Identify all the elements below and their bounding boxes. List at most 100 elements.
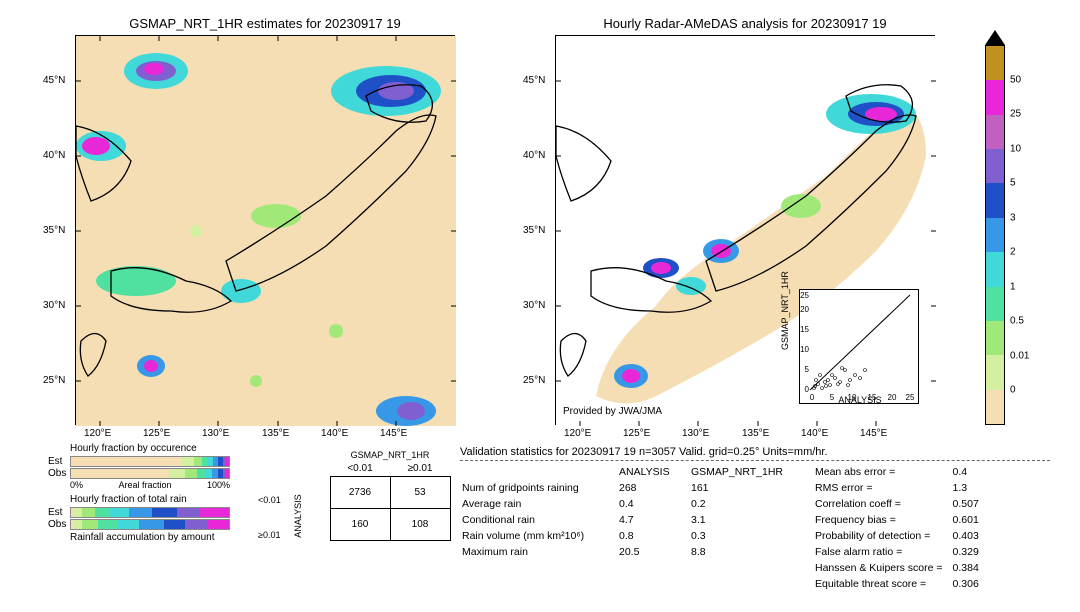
colorbar-tick: 0.5: [1010, 316, 1024, 327]
xtick: 130°E: [682, 428, 709, 439]
colorbar-tick: 0.01: [1010, 350, 1029, 361]
fraction-segment: [74, 520, 82, 529]
est-label: Est: [48, 456, 62, 467]
fraction-tot-est-bar: [70, 507, 230, 518]
fraction-segment: [98, 520, 117, 529]
colorbar-segment: [986, 321, 1004, 355]
metric-row: Frequency bias =0.601: [815, 513, 987, 527]
colorbar-segment: [986, 218, 1004, 252]
contingency-row-header: ANALYSIS: [293, 486, 303, 546]
contingency-col-header: GSMAP_NRT_1HR: [330, 448, 450, 462]
ytick: 35°N: [43, 225, 65, 236]
ytick: 30°N: [523, 300, 545, 311]
metric-row: False alarm ratio =0.329: [815, 545, 987, 559]
fraction-segment: [71, 469, 169, 478]
svg-text:15: 15: [800, 325, 809, 334]
stat-v1: 0.4: [619, 497, 689, 511]
fractions-section: Hourly fraction by occurence Est Obs 0% …: [70, 443, 230, 543]
fraction-segment: [129, 508, 151, 517]
stat-v2: 0.2: [691, 497, 791, 511]
stat-label: Maximum rain: [462, 545, 617, 559]
left-map-svg: [76, 36, 456, 426]
colorbar-segment: [986, 287, 1004, 321]
xtick: 130°E: [202, 428, 229, 439]
obs-label: Obs: [48, 519, 66, 530]
colorbar-segment: [986, 183, 1004, 217]
colorbar-segment: [986, 80, 1004, 114]
stat-label: Average rain: [462, 497, 617, 511]
fraction-tot-obs-bar: [70, 519, 230, 530]
fraction-accum-title: Rainfall accumulation by amount: [70, 532, 230, 543]
metric-value: 0.403: [953, 529, 987, 543]
fraction-segment: [200, 508, 228, 517]
metric-row: Hanssen & Kuipers score =0.384: [815, 561, 987, 575]
metric-value: 0.384: [953, 561, 987, 575]
fraction-occ-obs-bar: [70, 468, 230, 479]
fraction-segment: [82, 520, 98, 529]
xtick: 140°E: [801, 428, 828, 439]
colorbar-segment: [986, 149, 1004, 183]
provider-label: Provided by JWA/JMA: [563, 406, 662, 417]
stat-v2: 3.1: [691, 513, 791, 527]
svg-text:25: 25: [800, 291, 809, 300]
left-map-title: GSMAP_NRT_1HR estimates for 20230917 19: [75, 16, 455, 31]
contingency-row-ge: ≥0.01: [258, 530, 280, 540]
fraction-segment: [182, 457, 195, 466]
contingency-cell: 108: [390, 508, 450, 540]
xtick: 125°E: [143, 428, 170, 439]
xtick: 120°E: [84, 428, 111, 439]
validation-metrics-table: Mean abs error =0.4RMS error =1.3Correla…: [813, 463, 989, 593]
svg-text:0: 0: [810, 393, 815, 402]
fraction-segment: [74, 508, 82, 517]
colorbar-tick: 25: [1010, 109, 1021, 120]
xtick: 140°E: [321, 428, 348, 439]
scatter-ylabel: GSMAP_NRT_1HR: [780, 271, 790, 350]
pct0: 0%: [70, 480, 83, 490]
svg-text:25: 25: [906, 393, 915, 402]
colorbar-segment: [986, 390, 1004, 424]
fraction-segment: [71, 457, 182, 466]
validation-section: Validation statistics for 20230917 19 n=…: [460, 446, 1050, 593]
divider: [460, 460, 1050, 461]
colorbar-segment: [986, 252, 1004, 286]
contingency-cell: 53: [390, 476, 450, 508]
colorbar-tick: 50: [1010, 74, 1021, 85]
metric-value: 0.507: [953, 497, 987, 511]
contingency-cell: 160: [330, 508, 390, 540]
svg-text:10: 10: [848, 393, 857, 402]
metric-row: Correlation coeff =0.507: [815, 497, 987, 511]
stat-v2: 161: [691, 481, 791, 495]
stat-v2: 0.3: [691, 529, 791, 543]
metric-value: 0.4: [953, 465, 987, 479]
fraction-segment: [152, 508, 177, 517]
fraction-segment: [207, 520, 229, 529]
svg-text:10: 10: [800, 345, 809, 354]
areal-label: Areal fraction: [118, 480, 171, 490]
ytick: 25°N: [43, 375, 65, 386]
contingency-table: ANALYSIS GSMAP_NRT_1HR <0.01 ≥0.01 2736 …: [270, 448, 451, 541]
svg-text:0: 0: [805, 385, 810, 394]
svg-text:20: 20: [888, 393, 897, 402]
ytick: 35°N: [523, 225, 545, 236]
colorbar-tick: 2: [1010, 247, 1016, 258]
metric-label: False alarm ratio =: [815, 545, 951, 559]
fraction-occ-title: Hourly fraction by occurence: [70, 443, 230, 454]
stat-row: Average rain0.40.2: [462, 497, 791, 511]
stat-label: Num of gridpoints raining: [462, 481, 617, 495]
colorbar-tick: 0: [1010, 385, 1016, 396]
contingency-section: ANALYSIS GSMAP_NRT_1HR <0.01 ≥0.01 2736 …: [270, 448, 451, 541]
est-label: Est: [48, 507, 62, 518]
stat-v2: 8.8: [691, 545, 791, 559]
svg-text:5: 5: [805, 365, 810, 374]
xtick: 135°E: [742, 428, 769, 439]
metric-label: RMS error =: [815, 481, 951, 495]
obs-label: Obs: [48, 468, 66, 479]
validation-col1: ANALYSIS: [619, 465, 689, 479]
svg-text:5: 5: [830, 393, 835, 402]
stat-label: Rain volume (mm km²10⁶): [462, 529, 617, 543]
stat-v1: 268: [619, 481, 689, 495]
ytick: 40°N: [523, 150, 545, 161]
colorbar: 00.010.51235102550: [985, 45, 1005, 425]
metric-value: 0.329: [953, 545, 987, 559]
right-map-panel: Provided by JWA/JMA ANALYSIS 0510 152025: [555, 35, 935, 425]
